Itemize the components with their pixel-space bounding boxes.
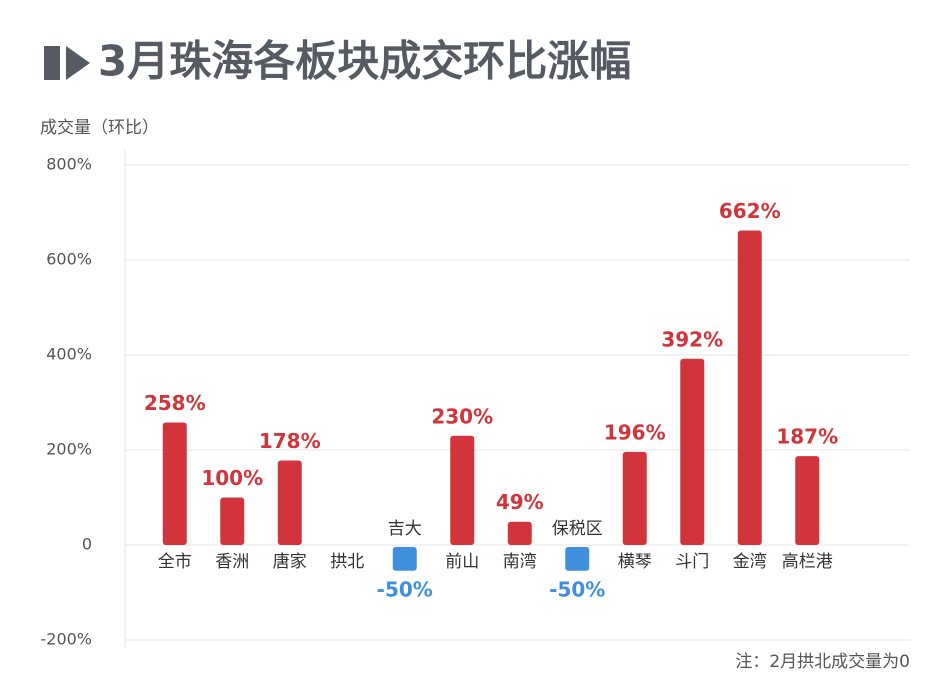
x-tick-label: 南湾 [503,552,537,572]
x-tick-label: 唐家 [273,551,307,572]
x-tick-label: 前山 [445,552,479,572]
x-tick-label: 保税区 [552,519,603,539]
bar [450,435,475,545]
value-label: 196% [604,420,666,444]
y-tick-label: 400% [46,345,92,364]
x-tick-label: 香洲 [215,552,249,572]
bar [162,422,187,545]
x-tick-label: 金湾 [733,552,767,572]
bar [507,521,532,545]
bar [737,230,762,546]
value-label: 178% [259,429,321,453]
bar [680,358,705,545]
x-tick-label: 拱北 [330,552,364,572]
x-tick-label: 斗门 [675,552,709,572]
chart-title: 3月珠海各板块成交环比涨幅 [98,37,631,86]
value-label: 230% [431,404,493,428]
bar [565,547,590,571]
value-label: -50% [377,577,433,601]
bar [392,547,417,571]
y-tick-label: 800% [46,155,92,174]
bar [220,497,245,545]
title-icon [66,46,90,80]
annotation: 注：2月拱北成交量为0 [735,652,910,672]
value-label: 187% [776,425,838,449]
x-tick-label: 高栏港 [782,552,833,572]
bar [795,456,820,545]
bar [277,460,302,545]
title-icon [44,46,60,80]
x-tick-label: 全市 [158,552,192,572]
y-tick-label: 200% [46,440,92,459]
value-label: 258% [144,391,206,415]
y-tick-label: 0 [82,535,92,554]
value-label: 662% [719,199,781,223]
y-tick-label: -200% [40,630,92,649]
bar [622,451,647,545]
x-tick-label: 横琴 [618,552,652,572]
x-tick-label: 吉大 [388,519,422,539]
value-label: 392% [661,327,723,351]
value-label: -50% [549,577,605,601]
value-label: 49% [496,490,544,514]
y-axis-label: 成交量（环比） [40,118,159,138]
value-label: 100% [201,466,263,490]
y-tick-label: 600% [46,250,92,269]
